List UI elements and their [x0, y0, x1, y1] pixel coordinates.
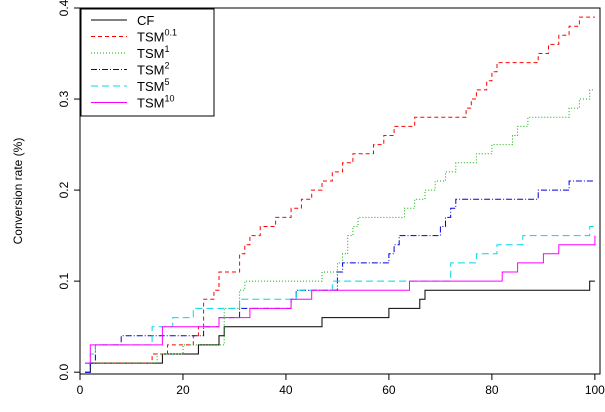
series-line-tsm-1 [85, 89, 595, 364]
legend-label: CF [137, 13, 154, 28]
y-tick-label: 0.2 [57, 181, 71, 198]
y-tick-label: 0.3 [57, 90, 71, 107]
x-tick-label: 20 [176, 383, 190, 397]
series-line-tsm-0-1 [85, 16, 595, 364]
y-tick-label: 0.0 [57, 364, 71, 381]
series-line-tsm-10 [85, 235, 596, 364]
y-tick-label: 0.4 [57, 0, 71, 16]
series-line-tsm-5 [85, 226, 595, 364]
legend-label: TSM1 [137, 44, 169, 61]
series-layer [85, 16, 596, 373]
x-axis: 0 20 40 60 80 100 [77, 373, 605, 397]
x-tick-label: 100 [585, 383, 605, 397]
series-line-tsm-2 [85, 180, 595, 373]
y-axis-label: Conversion rate (%) [11, 138, 25, 245]
x-tick-label: 60 [382, 383, 396, 397]
legend-label: TSM0.1 [137, 28, 177, 45]
x-tick-label: 0 [77, 383, 84, 397]
legend-label: TSM5 [137, 77, 169, 94]
x-tick-label: 40 [279, 383, 293, 397]
y-axis: 0.0 0.1 0.2 0.3 0.4 [57, 0, 81, 381]
legend-label: TSM10 [137, 94, 174, 111]
series-line-cf [85, 280, 595, 373]
legend-label: TSM2 [137, 61, 169, 78]
legend-box [80, 8, 215, 117]
y-tick-label: 0.1 [57, 272, 71, 289]
x-tick-label: 80 [485, 383, 499, 397]
